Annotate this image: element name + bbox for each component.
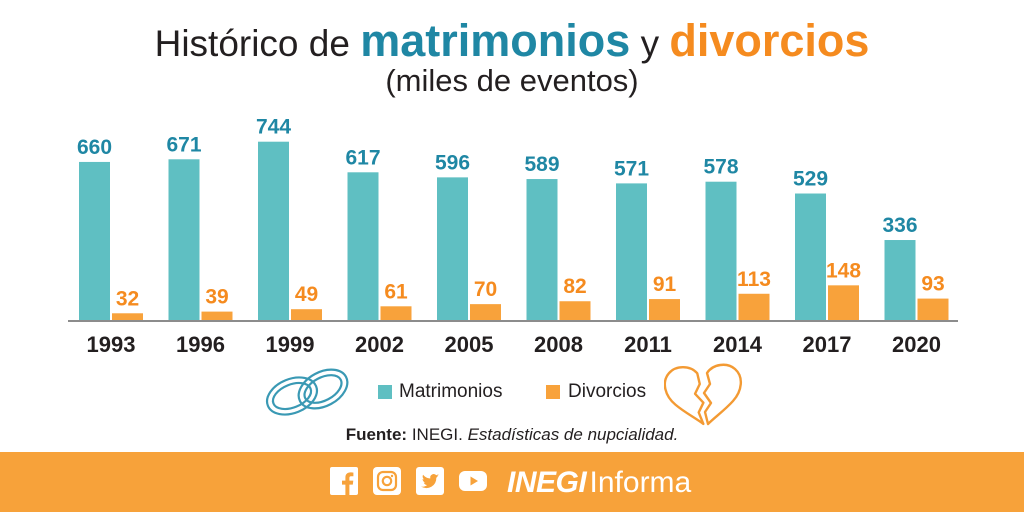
bar-matrimonios-2005 <box>437 177 468 321</box>
value-label-divorcios-1999: 49 <box>295 283 318 306</box>
year-label-2005: 2005 <box>445 332 494 357</box>
value-label-divorcios-2020: 93 <box>921 273 944 296</box>
bar-matrimonios-2020 <box>884 240 916 321</box>
bar-chart: 660 32 1993 671 39 1996 744 49 1999 617 61 2002 596 7… <box>68 116 958 357</box>
title-lead: Histórico de <box>154 23 350 64</box>
bar-divorcios-1993 <box>112 313 143 321</box>
brand-inegi: INEGI <box>507 466 587 499</box>
bar-divorcios-2020 <box>917 298 949 321</box>
value-label-divorcios-2005: 70 <box>474 278 497 301</box>
legend-swatch-divorcios <box>546 385 560 399</box>
bar-matrimonios-2008 <box>526 179 558 321</box>
bar-matrimonios-2002 <box>347 172 379 321</box>
bar-divorcios-2014 <box>738 293 770 321</box>
brand-informa: Informa <box>589 466 692 499</box>
bar-matrimonios-1999 <box>258 141 289 321</box>
value-label-divorcios-2011: 91 <box>653 273 677 296</box>
value-label-divorcios-2017: 148 <box>826 259 861 282</box>
source-text: Estadísticas de nupcialidad. <box>467 425 679 444</box>
value-label-matrimonios-2020: 336 <box>882 214 917 237</box>
chart-subtitle: (miles de eventos) <box>385 63 639 98</box>
value-label-matrimonios-2005: 596 <box>435 151 470 174</box>
bar-matrimonios-2011 <box>616 183 647 321</box>
legend-label-matrimonios: Matrimonios <box>399 381 503 402</box>
value-label-divorcios-1996: 39 <box>205 286 228 309</box>
year-label-2011: 2011 <box>624 332 672 357</box>
source-note: Fuente: INEGI. Estadísticas de nupcialid… <box>0 425 1024 445</box>
instagram-icon[interactable] <box>373 467 401 495</box>
bar-matrimonios-1996 <box>168 159 200 321</box>
value-label-matrimonios-1996: 671 <box>166 133 201 156</box>
year-label-2002: 2002 <box>355 332 404 357</box>
year-label-2008: 2008 <box>534 332 583 357</box>
bar-divorcios-1999 <box>291 309 322 321</box>
bar-matrimonios-2017 <box>795 193 826 321</box>
youtube-icon[interactable] <box>459 467 487 495</box>
value-label-divorcios-2002: 61 <box>384 280 408 303</box>
twitter-icon[interactable] <box>416 467 444 495</box>
value-label-matrimonios-2008: 589 <box>524 153 559 176</box>
value-label-matrimonios-2002: 617 <box>345 146 380 169</box>
footer-band: INEGI Informa <box>0 452 1024 512</box>
legend-swatch-matrimonios <box>378 385 392 399</box>
bar-divorcios-2002 <box>380 306 412 321</box>
value-label-divorcios-1993: 32 <box>116 287 139 310</box>
bar-divorcios-2008 <box>559 301 591 321</box>
value-label-matrimonios-2014: 578 <box>703 156 738 179</box>
title-divorcios: divorcios <box>669 15 870 66</box>
value-label-matrimonios-1993: 660 <box>77 136 112 159</box>
bar-divorcios-1996 <box>201 311 233 321</box>
legend-label-divorcios: Divorcios <box>568 381 647 402</box>
bar-divorcios-2011 <box>649 299 680 321</box>
year-label-1993: 1993 <box>87 332 136 357</box>
year-label-2017: 2017 <box>803 332 852 357</box>
value-label-matrimonios-2017: 529 <box>793 168 828 191</box>
rings-icon <box>265 368 349 416</box>
value-label-matrimonios-2011: 571 <box>614 157 649 180</box>
chart-title: Histórico de matrimonios y divorcios <box>0 18 1024 67</box>
bar-matrimonios-1993 <box>79 161 110 321</box>
year-label-2020: 2020 <box>892 332 941 357</box>
year-label-1996: 1996 <box>176 332 225 357</box>
source-label: Fuente: <box>345 425 408 444</box>
broken-heart-icon <box>664 363 742 426</box>
value-label-divorcios-2014: 113 <box>737 268 771 291</box>
year-label-2014: 2014 <box>713 332 763 357</box>
bar-divorcios-2017 <box>828 285 859 321</box>
value-label-matrimonios-1999: 744 <box>256 116 291 139</box>
inegi-informa-logo: INEGI Informa <box>507 468 691 498</box>
bar-matrimonios-2014 <box>705 181 737 321</box>
title-matrimonios: matrimonios <box>360 15 631 66</box>
year-label-1999: 1999 <box>266 332 315 357</box>
source-org: INEGI. <box>411 425 463 444</box>
bar-divorcios-2005 <box>470 304 501 321</box>
value-label-divorcios-2008: 82 <box>563 275 586 298</box>
title-joiner: y <box>640 23 660 64</box>
facebook-icon[interactable] <box>330 467 358 495</box>
